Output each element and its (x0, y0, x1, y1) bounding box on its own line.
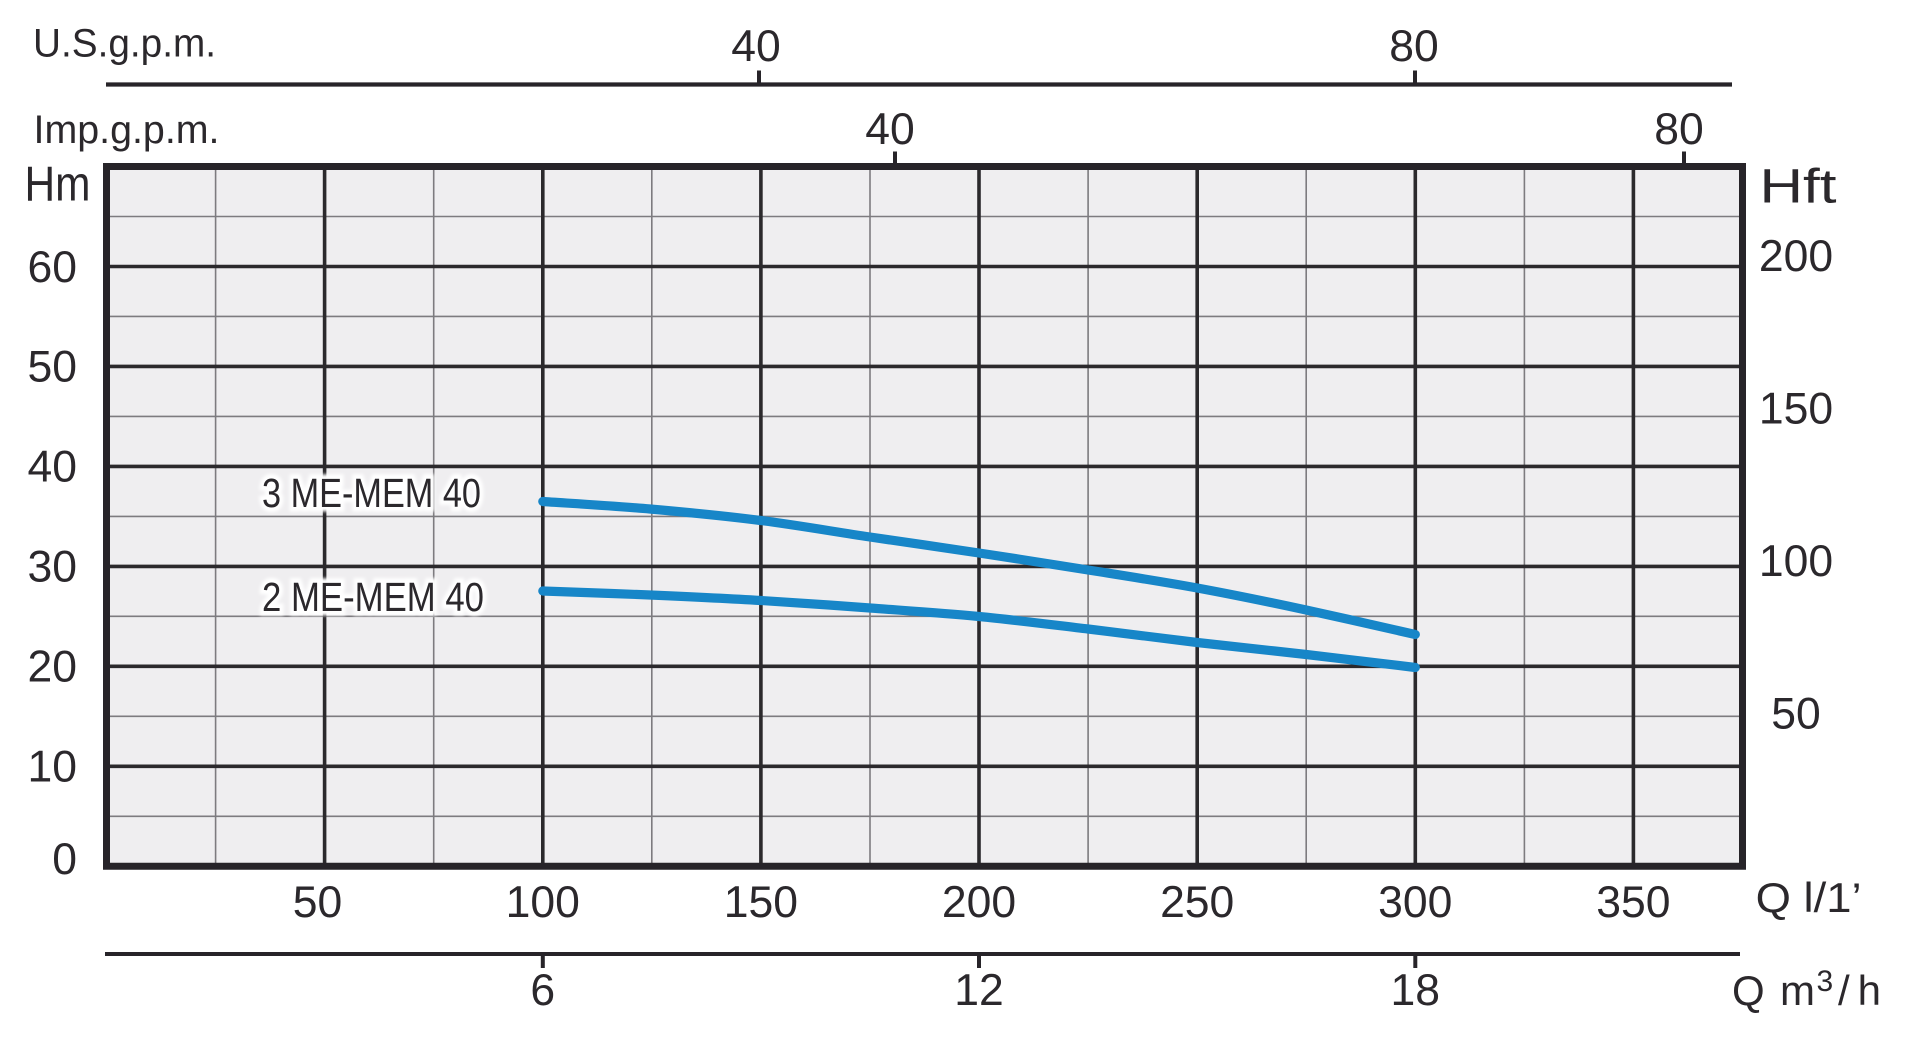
svg-text:100: 100 (506, 878, 580, 927)
svg-text:Hm: Hm (25, 158, 91, 212)
svg-text:50: 50 (28, 343, 78, 392)
svg-text:20: 20 (28, 643, 78, 692)
svg-text:200: 200 (942, 878, 1016, 927)
svg-text:10: 10 (28, 743, 78, 792)
svg-text:350: 350 (1596, 878, 1670, 927)
svg-text:100: 100 (1759, 537, 1833, 586)
svg-text:6: 6 (530, 966, 555, 1015)
svg-text:80: 80 (1654, 105, 1704, 154)
svg-text:3 ME-MEM 40: 3 ME-MEM 40 (262, 470, 481, 516)
svg-text:50: 50 (293, 878, 343, 927)
svg-text:40: 40 (731, 22, 781, 71)
svg-text:60: 60 (28, 243, 78, 292)
svg-text:2 ME-MEM 40: 2 ME-MEM 40 (262, 574, 484, 620)
svg-text:3: 3 (1817, 965, 1834, 998)
svg-text:300: 300 (1378, 878, 1452, 927)
svg-text:0: 0 (52, 835, 77, 884)
svg-text:150: 150 (724, 878, 798, 927)
svg-text:200: 200 (1759, 232, 1833, 281)
svg-text:U.S.g.p.m.: U.S.g.p.m. (33, 22, 216, 66)
svg-text:18: 18 (1391, 966, 1441, 1015)
svg-text:Imp.g.p.m.: Imp.g.p.m. (34, 108, 220, 152)
svg-text:80: 80 (1389, 22, 1439, 71)
svg-text:12: 12 (954, 966, 1004, 1015)
svg-text:Hft: Hft (1760, 161, 1837, 214)
svg-text:250: 250 (1160, 878, 1234, 927)
svg-text:30: 30 (28, 543, 78, 592)
svg-text:2 ME-MEM 40: 2 ME-MEM 40 (262, 574, 484, 620)
svg-text:40: 40 (865, 105, 915, 154)
svg-text:Q l/1’: Q l/1’ (1756, 874, 1862, 921)
svg-text:Q m: Q m (1732, 967, 1815, 1014)
svg-text:150: 150 (1759, 385, 1833, 434)
svg-text:3 ME-MEM 40: 3 ME-MEM 40 (262, 470, 481, 516)
svg-text:50: 50 (1771, 690, 1821, 739)
svg-text:/h: /h (1838, 967, 1881, 1014)
svg-text:40: 40 (28, 443, 78, 492)
